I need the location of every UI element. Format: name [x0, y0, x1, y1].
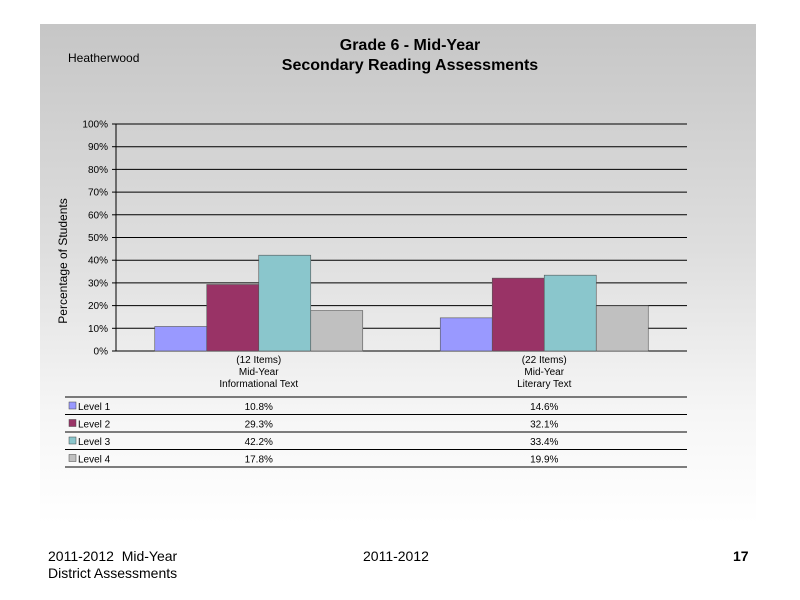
y-tick-label: 100% [82, 120, 108, 131]
table-cell-value: 19.9% [530, 455, 558, 466]
footer-left: 2011-2012 Mid-Year District Assessments [48, 548, 177, 582]
bar-level-4 [595, 305, 649, 352]
y-tick-label: 30% [88, 278, 108, 289]
bar-level-3 [258, 254, 312, 352]
legend-label: Level 2 [78, 420, 111, 431]
bar-level-2 [491, 277, 545, 352]
table-cell-value: 29.3% [245, 420, 273, 431]
legend-label: Level 3 [78, 437, 111, 448]
legend-swatch [68, 436, 77, 445]
category-label: Mid-Year [239, 367, 279, 378]
y-tick-label: 10% [88, 324, 108, 335]
y-tick-label: 90% [88, 142, 108, 153]
table-cell-value: 33.4% [530, 437, 558, 448]
footer-left-line2: District Assessments [48, 565, 178, 581]
table-cell-value: 42.2% [245, 437, 273, 448]
bar-level-4 [310, 310, 364, 352]
footer-left-line1: 2011-2012 Mid-Year [48, 548, 178, 564]
table-cell-value: 32.1% [530, 420, 558, 431]
table-cell-value: 17.8% [245, 455, 273, 466]
chart-title-line1: Grade 6 - Mid-Year [340, 37, 481, 54]
y-tick-label: 40% [88, 256, 108, 267]
bar-level-2 [206, 284, 260, 352]
category-label: Literary Text [517, 379, 572, 390]
legend-label: Level 4 [78, 455, 111, 466]
y-tick-label: 60% [88, 210, 108, 221]
category-label: Mid-Year [524, 367, 564, 378]
y-axis-title: Percentage of Students [56, 198, 70, 323]
chart-title-line2: Secondary Reading Assessments [282, 57, 539, 74]
legend-swatch [68, 454, 77, 462]
y-tick-label: 80% [88, 165, 108, 176]
y-tick-label: 70% [88, 188, 108, 199]
bar-level-1 [154, 326, 208, 352]
legend-label: Level 1 [78, 402, 111, 413]
slide-panel: Heatherwood Grade 6 - Mid-Year Secondary… [40, 24, 756, 524]
category-label: Informational Text [219, 379, 298, 390]
category-label: (22 Items) [522, 355, 567, 366]
plot-area: 0% 10% 20% 30% 40% 50% 60% 70% 80% 90% 100% (12 Ite… [65, 120, 687, 468]
table-cell-value: 10.8% [245, 402, 273, 413]
category-label: (12 Items) [236, 355, 281, 366]
footer-center: 2011-2012 [363, 548, 429, 564]
school-name: Heatherwood [68, 51, 139, 65]
legend-swatch [68, 419, 77, 427]
bar-level-3 [543, 274, 597, 352]
y-tick-label: 0% [94, 347, 109, 358]
page-number: 17 [733, 548, 749, 564]
bar-level-1 [439, 317, 493, 352]
chart: Heatherwood Grade 6 - Mid-Year Secondary… [56, 37, 687, 468]
legend-swatch [68, 401, 77, 410]
y-tick-label: 20% [88, 301, 108, 312]
table-cell-value: 14.6% [530, 402, 558, 413]
y-tick-label: 50% [88, 233, 108, 244]
